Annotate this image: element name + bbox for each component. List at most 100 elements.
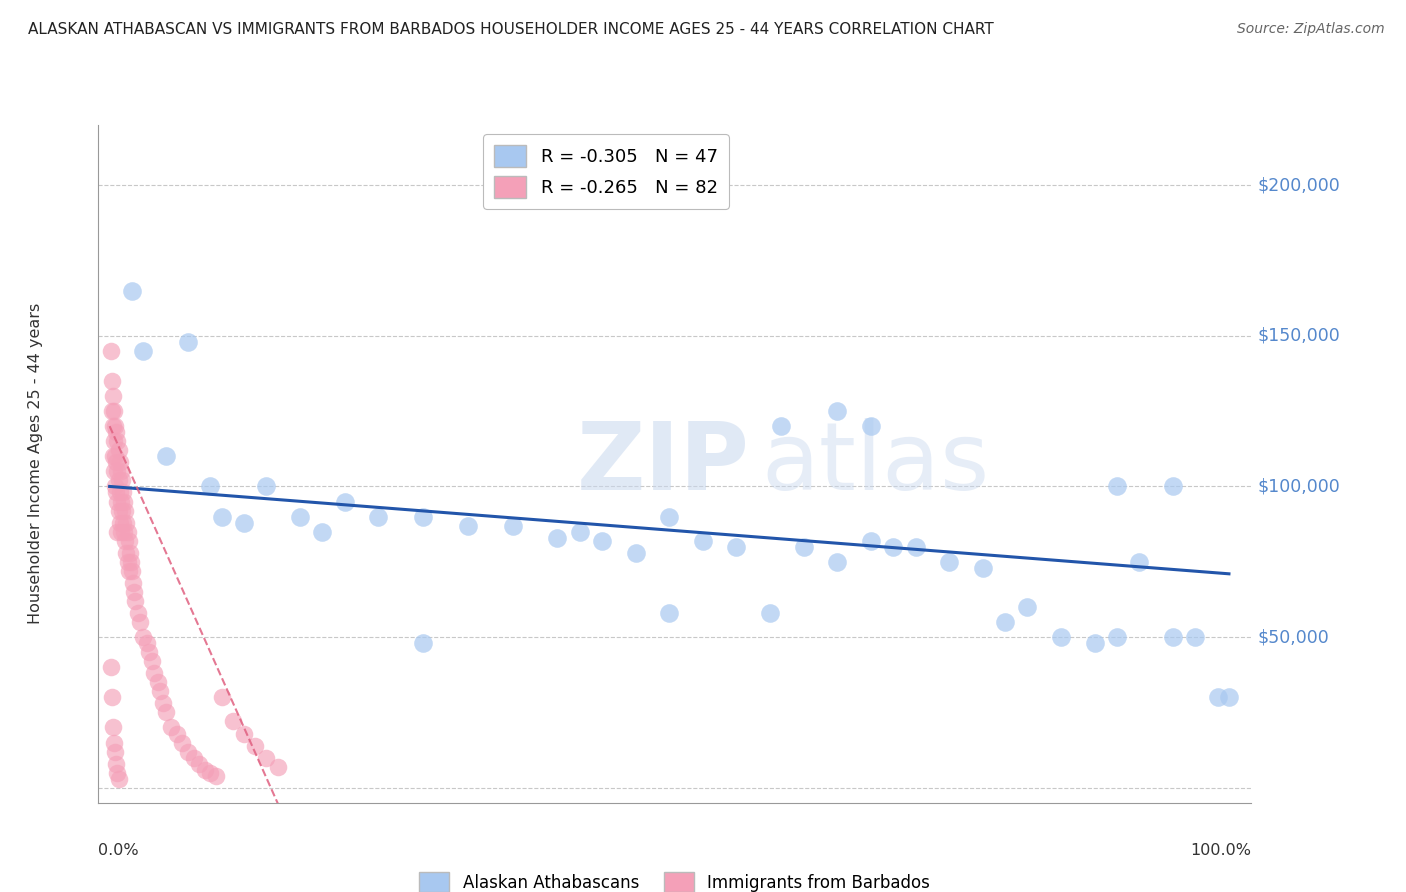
Point [1084, 636, 1107, 650]
Point [624, 546, 647, 560]
Point [104, 450, 127, 464]
Point [938, 555, 960, 569]
Point [152, 697, 174, 711]
Point [759, 606, 782, 620]
Text: $150,000: $150,000 [1257, 326, 1340, 345]
Point [101, 419, 124, 434]
Point [859, 533, 882, 548]
Point [112, 485, 135, 500]
Text: 100.0%: 100.0% [1191, 844, 1251, 858]
Text: Householder Income Ages 25 - 44 years: Householder Income Ages 25 - 44 years [28, 303, 42, 624]
Point [120, 555, 142, 569]
Point [1128, 555, 1150, 569]
Point [122, 585, 145, 599]
Point [101, 721, 124, 735]
Point [177, 334, 200, 349]
Point [155, 706, 177, 720]
Point [107, 772, 129, 786]
Point [115, 546, 138, 560]
Text: $200,000: $200,000 [1257, 176, 1340, 194]
Point [104, 745, 127, 759]
Point [166, 726, 188, 740]
Point [112, 524, 135, 539]
Point [122, 575, 145, 590]
Point [1105, 630, 1128, 644]
Point [138, 645, 160, 659]
Point [994, 615, 1017, 629]
Point [266, 759, 288, 773]
Point [160, 721, 183, 735]
Point [725, 540, 748, 554]
Point [825, 555, 848, 569]
Point [107, 474, 129, 488]
Point [200, 765, 222, 780]
Point [149, 684, 172, 698]
Point [546, 531, 568, 545]
Point [105, 485, 128, 500]
Point [103, 434, 125, 449]
Point [205, 769, 228, 783]
Point [412, 636, 434, 650]
Point [1050, 630, 1073, 644]
Point [107, 434, 129, 449]
Point [103, 404, 125, 418]
Point [101, 404, 124, 418]
Point [115, 516, 138, 530]
Point [107, 503, 129, 517]
Point [117, 524, 139, 539]
Point [770, 419, 793, 434]
Point [367, 509, 389, 524]
Point [222, 714, 245, 729]
Point [132, 343, 155, 358]
Point [121, 564, 143, 578]
Point [114, 503, 136, 517]
Point [107, 443, 129, 458]
Legend: Alaskan Athabascans, Immigrants from Barbados: Alaskan Athabascans, Immigrants from Bar… [413, 865, 936, 892]
Point [232, 516, 254, 530]
Point [200, 479, 222, 493]
Point [127, 606, 149, 620]
Point [107, 765, 129, 780]
Point [243, 739, 266, 753]
Point [104, 479, 127, 493]
Point [108, 516, 131, 530]
Point [1184, 630, 1206, 644]
Point [114, 533, 136, 548]
Point [183, 750, 205, 764]
Point [112, 494, 135, 508]
Point [105, 425, 128, 440]
Point [859, 419, 882, 434]
Point [100, 660, 122, 674]
Text: 0.0%: 0.0% [98, 844, 139, 858]
Point [232, 726, 254, 740]
Point [972, 561, 994, 575]
Text: $50,000: $50,000 [1257, 628, 1329, 646]
Point [591, 533, 613, 548]
Point [104, 419, 127, 434]
Point [105, 455, 128, 469]
Point [658, 509, 681, 524]
Text: ALASKAN ATHABASCAN VS IMMIGRANTS FROM BARBADOS HOUSEHOLDER INCOME AGES 25 - 44 Y: ALASKAN ATHABASCAN VS IMMIGRANTS FROM BA… [28, 22, 994, 37]
Point [100, 343, 122, 358]
Point [101, 389, 124, 403]
Point [1218, 690, 1240, 705]
Point [311, 524, 333, 539]
Point [194, 763, 217, 777]
Point [333, 494, 356, 508]
Point [111, 503, 134, 517]
Point [128, 615, 150, 629]
Point [1161, 630, 1184, 644]
Point [112, 516, 135, 530]
Text: atlas: atlas [762, 417, 990, 510]
Point [101, 374, 124, 388]
Text: ZIP: ZIP [576, 417, 749, 510]
Point [146, 675, 169, 690]
Point [254, 750, 277, 764]
Point [172, 735, 194, 749]
Point [1105, 479, 1128, 493]
Point [117, 533, 139, 548]
Point [155, 450, 177, 464]
Text: $100,000: $100,000 [1257, 477, 1340, 495]
Point [882, 540, 904, 554]
Point [793, 540, 815, 554]
